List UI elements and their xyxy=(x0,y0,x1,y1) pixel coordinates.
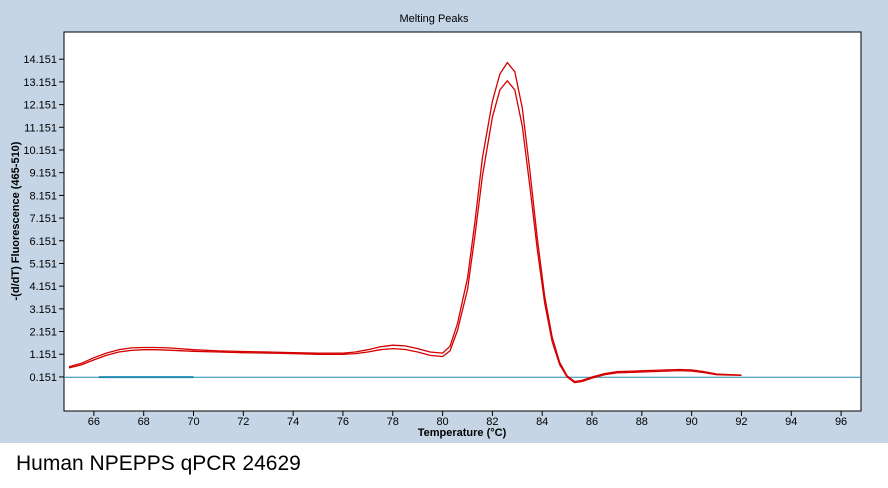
melting-peaks-chart: Melting Peaks 66 68 70 72 74 76 78 80 82 84 86 88 90… xyxy=(10,13,862,439)
x-tick-label: 94 xyxy=(785,416,797,428)
y-tick-label: 10.151 xyxy=(23,145,57,157)
x-tick-label: 90 xyxy=(686,416,698,428)
y-tick-label: 3.151 xyxy=(29,304,57,316)
x-tick-label: 70 xyxy=(187,416,199,428)
chart-title: Melting Peaks xyxy=(399,13,469,25)
x-tick-label: 96 xyxy=(835,416,847,428)
plot-area xyxy=(63,31,862,412)
figure-caption: Human NPEPPS qPCR 24629 xyxy=(16,452,301,475)
y-tick-label: 13.151 xyxy=(23,77,57,89)
y-tick-label: 4.151 xyxy=(29,281,57,293)
y-axis: 0.151 1.151 2.151 3.151 4.151 5.151 6.151 7.151… xyxy=(23,54,64,384)
x-tick-label: 84 xyxy=(536,416,548,428)
x-tick-label: 82 xyxy=(486,416,498,428)
y-axis-title: -(d/dT) Fluorescence (465-510) xyxy=(10,141,22,300)
x-tick-label: 86 xyxy=(586,416,598,428)
y-tick-label: 0.151 xyxy=(29,372,57,384)
y-tick-label: 6.151 xyxy=(29,236,57,248)
x-tick-label: 74 xyxy=(287,416,299,428)
sample-curve-1 xyxy=(68,80,742,384)
sample-curve-0 xyxy=(68,61,742,383)
x-tick-label: 88 xyxy=(636,416,648,428)
y-tick-label: 12.151 xyxy=(23,100,57,112)
series-layer xyxy=(64,61,861,384)
x-tick-label: 80 xyxy=(436,416,448,428)
y-tick-label: 11.151 xyxy=(24,122,57,134)
x-axis: 66 68 70 72 74 76 78 80 82 84 86 88 90 92 94 96 xyxy=(88,411,847,428)
y-tick-label: 8.151 xyxy=(29,190,57,202)
y-tick-label: 5.151 xyxy=(29,258,57,270)
chart-panel: Melting Peaks 66 68 70 72 74 76 78 80 82 84 86 88 90… xyxy=(0,0,888,443)
x-tick-label: 72 xyxy=(237,416,249,428)
y-tick-label: 9.151 xyxy=(29,168,57,180)
x-tick-label: 92 xyxy=(735,416,747,428)
x-tick-label: 68 xyxy=(138,416,150,428)
y-tick-label: 7.151 xyxy=(29,213,57,225)
x-tick-label: 66 xyxy=(88,416,100,428)
x-tick-label: 78 xyxy=(387,416,399,428)
x-tick-label: 76 xyxy=(337,416,349,428)
y-tick-label: 1.151 xyxy=(29,349,57,361)
y-tick-label: 2.151 xyxy=(29,327,57,339)
x-axis-title: Temperature (°C) xyxy=(418,427,507,439)
y-tick-label: 14.151 xyxy=(23,54,57,66)
